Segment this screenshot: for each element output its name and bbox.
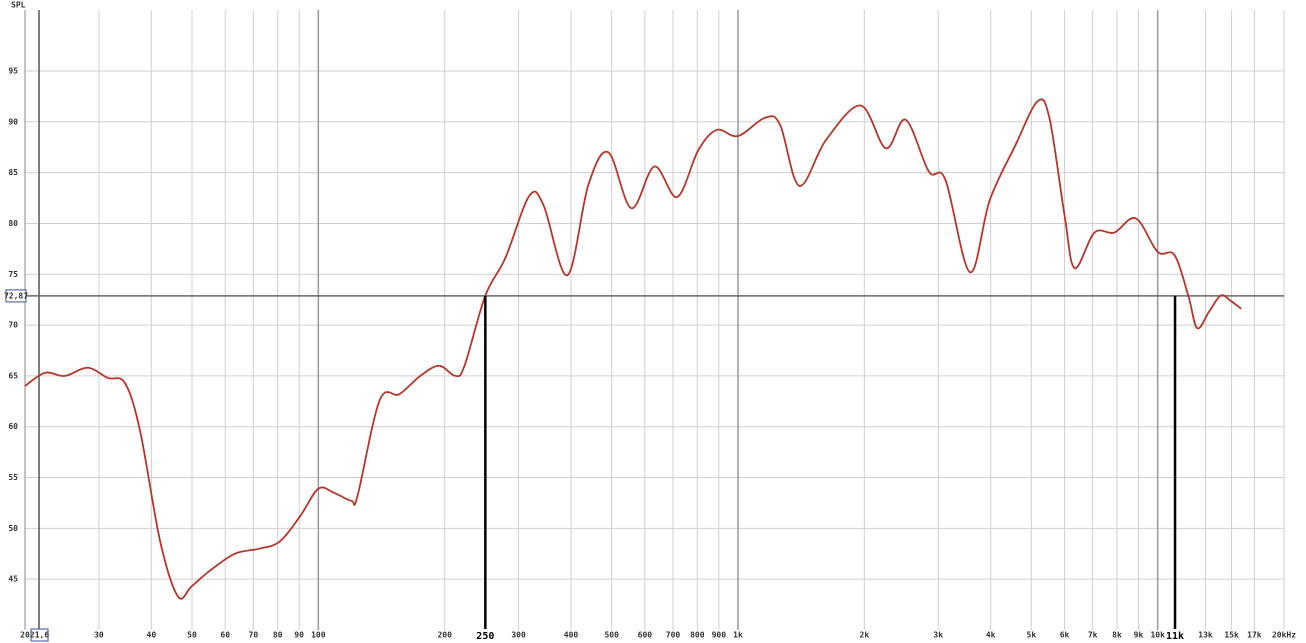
x-tick-label: 800 [690,631,705,640]
x-tick-label: 70 [249,631,259,640]
x-tick-label: 900 [712,631,727,640]
cursor-label-box [5,289,27,303]
x-tick-label: 200 [437,631,452,640]
marker-label-bg [476,629,495,641]
x-tick-label: 2k [860,631,870,640]
x-tick-label: 17k [1247,631,1262,640]
y-tick-label: 75 [8,270,18,279]
x-tick-label: 700 [666,631,681,640]
marker-label-bg [1166,629,1185,641]
y-tick-label: 80 [8,219,18,228]
x-tick-label: 5k [1027,631,1037,640]
x-tick-label: 300 [511,631,526,640]
x-tick-label: 6k [1060,631,1070,640]
marker-label: 11k [1166,631,1184,642]
y-tick-label: 60 [8,422,18,431]
x-tick-label: 8k [1112,631,1122,640]
y-tick-label: 50 [8,524,18,533]
x-tick-label: 4k [986,631,996,640]
x-tick-label: 60 [220,631,230,640]
x-tick-label: 9k [1134,631,1144,640]
cursor-label: 21,6 [30,631,49,640]
x-tick-label: 20kHz [1272,631,1296,640]
x-tick-label: 7k [1088,631,1098,640]
x-tick-label: 50 [187,631,197,640]
cursor-label: 72,87 [4,291,28,300]
x-tick-label: 90 [294,631,304,640]
y-tick-label: 55 [8,473,18,482]
x-tick-label: 30 [94,631,104,640]
x-tick-label: 600 [638,631,653,640]
y-tick-label: 90 [8,117,18,126]
x-tick-label: 20 [20,631,30,640]
y-tick-label: 45 [8,575,18,584]
x-tick-label: 13k [1198,631,1213,640]
x-tick-label: 100 [311,631,326,640]
y-tick-label: 85 [8,168,18,177]
cursor-label-box [30,628,49,642]
marker-label: 250 [476,631,494,642]
x-tick-label: 3k [933,631,943,640]
x-tick-label: 10k [1150,631,1165,640]
y-tick-label: 70 [8,321,18,330]
x-tick-label: 40 [147,631,157,640]
x-tick-label: 1k [733,631,743,640]
y-tick-label: 65 [8,371,18,380]
y-tick-label: 95 [8,66,18,75]
y-axis-label: SPL [11,1,26,10]
x-tick-label: 400 [564,631,579,640]
x-tick-label: 500 [604,631,619,640]
line-series [24,98,1242,600]
x-tick-label: 15k [1224,631,1239,640]
x-tick-label: 80 [273,631,283,640]
